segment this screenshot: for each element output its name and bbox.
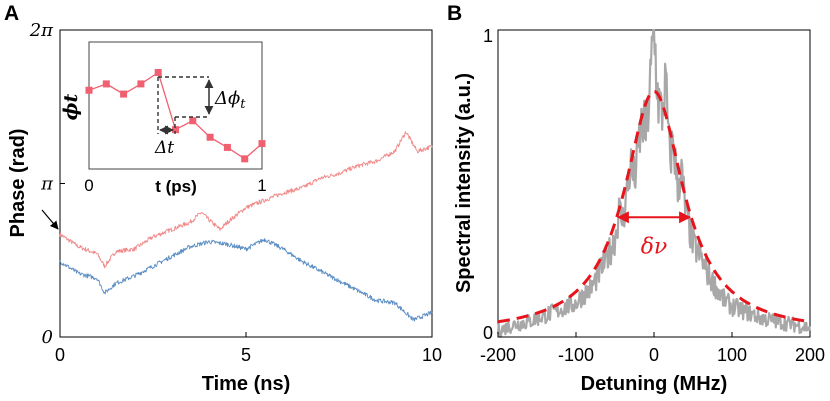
- inset-delta-phi-label: Δϕt: [214, 88, 246, 112]
- inset-annotations: Δt Δϕt: [154, 76, 246, 158]
- panel-b-ticks: -200 -100 0 100 200 0 1: [480, 26, 825, 365]
- inset-data-point: [137, 80, 145, 88]
- inset-data-point: [189, 117, 197, 125]
- spectrum-data-line: [496, 28, 812, 338]
- inset-data-point: [102, 80, 110, 88]
- inset-y-axis-label: ϕt: [60, 93, 82, 120]
- panel-b-y-tick-label: 1: [483, 26, 493, 46]
- panel-a-y-axis-label: Phase (rad): [7, 129, 29, 238]
- panel-b-chart: -200 -100 0 100 200 0 1 δν Detuning (MHz) Spec…: [453, 26, 825, 395]
- panel-b-series-group: [496, 28, 812, 338]
- inset-x-tick-label: 1: [257, 176, 266, 195]
- panel-b-x-tick-label: 200: [795, 345, 825, 365]
- linewidth-label: δν: [641, 234, 668, 259]
- inset-x-axis-label: t (ps): [155, 177, 197, 196]
- lorentzian-fit-line: [497, 89, 811, 324]
- panel-b-plot-frame: [497, 29, 811, 338]
- inset-data-point: [258, 140, 266, 148]
- inset-data-point: [241, 155, 249, 163]
- panel-a-x-tick-label: 0: [55, 345, 65, 365]
- panel-a-series-group: [59, 131, 433, 322]
- panel-a-y-tick-label: 2π: [29, 20, 54, 41]
- panel-a-series-2-line: [59, 238, 433, 322]
- panel-b-annotation: δν: [616, 211, 692, 259]
- inset-data-point: [172, 126, 179, 134]
- panel-a-start-arrow: [41, 209, 59, 230]
- inset-data-point: [85, 86, 93, 94]
- panel-b-x-axis-label: Detuning (MHz): [581, 373, 728, 395]
- panel-b-x-tick-label: 100: [717, 345, 747, 365]
- panel-b-y-tick-label: 0: [483, 323, 493, 343]
- panel-b-y-axis-label: Spectral intensity (a.u.): [453, 73, 475, 293]
- panel-a-x-axis-label: Time (ns): [202, 373, 291, 395]
- inset-frame: [88, 41, 263, 170]
- panel-b-x-tick-label: -100: [558, 345, 594, 365]
- panel-a-x-tick-label: 10: [422, 345, 442, 365]
- panel-a-x-tick-label: 5: [241, 345, 251, 365]
- inset-x-tick-label: 0: [84, 176, 93, 195]
- panel-a-y-tick-label: π: [40, 174, 54, 195]
- inset-data-point: [223, 143, 231, 151]
- panel-b-letter: B: [447, 2, 462, 25]
- panel-b-x-tick-label: -200: [480, 345, 516, 365]
- inset-series-group: [85, 68, 266, 163]
- inset-delta-t-label: Δt: [154, 138, 174, 158]
- panel-b-x-tick-label: 0: [649, 345, 659, 365]
- panel-a-y-tick-label: 0: [42, 327, 53, 348]
- inset-data-point: [206, 133, 214, 141]
- inset-data-point: [120, 90, 128, 98]
- panel-a-series-1-line: [59, 131, 433, 269]
- inset-data-point: [154, 68, 162, 76]
- panel-a-letter: A: [4, 2, 19, 25]
